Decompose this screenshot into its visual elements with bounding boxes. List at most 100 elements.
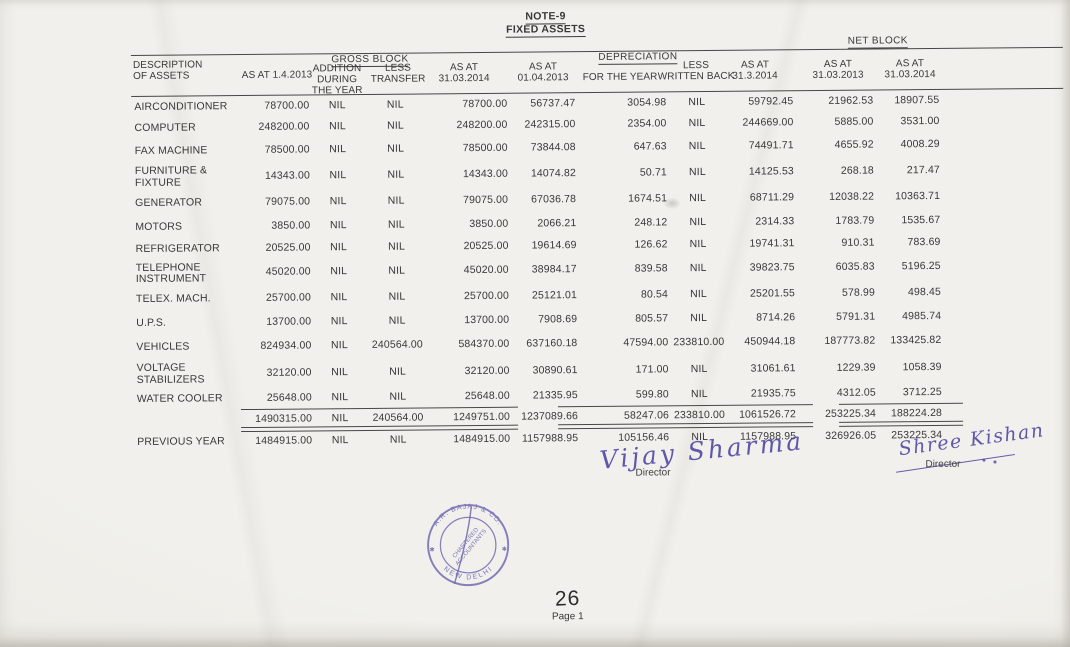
table-cell: 25121.01	[531, 288, 578, 302]
table-cell: NIL	[689, 238, 707, 251]
table-cell: 1484915.00	[453, 432, 511, 446]
table-cell: 12038.22	[829, 190, 875, 204]
column-header: AS AT 31.03.2014	[884, 58, 936, 81]
table-cell: 578.99	[841, 286, 876, 299]
table-cell: 6035.83	[835, 260, 875, 274]
table-cell: 1783.79	[835, 214, 875, 228]
table-header-top-rule	[130, 46, 1063, 57]
column-header: AS AT 31.03.2014	[438, 61, 490, 85]
table-cell: 1535.67	[901, 214, 941, 227]
table-cell: 31061.61	[750, 361, 796, 375]
stamp-inner-circle	[439, 516, 497, 574]
table-cell: 45020.00	[265, 265, 311, 279]
table-cell: 910.31	[841, 236, 875, 250]
table-cell: VEHICLES	[136, 340, 190, 354]
table-cell: COMPUTER	[134, 121, 196, 135]
table-cell: NIL	[388, 240, 405, 254]
table-cell: FAX MACHINE	[134, 144, 208, 158]
table-cell: 253225.34	[824, 407, 877, 421]
table-cell: 4312.05	[836, 386, 876, 399]
table-cell: 13700.00	[266, 315, 312, 328]
table-cell: NIL	[386, 98, 404, 112]
table-cell: 8714.26	[756, 310, 796, 324]
table-cell: 3712.25	[902, 385, 942, 399]
table-cell: 2354.00	[627, 117, 667, 130]
table-cell: 233810.00	[673, 409, 726, 422]
table-cell: NIL	[330, 241, 347, 254]
table-cell: 2066.21	[537, 217, 577, 230]
stamp-city: NEW DELHI	[442, 565, 495, 581]
table-cell: REFRIGERATOR	[135, 242, 220, 256]
table-cell: NIL	[387, 142, 405, 156]
table-cell: 248.12	[634, 216, 668, 229]
table-cell: NIL	[330, 314, 348, 328]
table-cell: 73844.08	[530, 141, 576, 154]
table-cell: NIL	[331, 412, 349, 425]
table-cell: 10363.71	[895, 190, 941, 203]
table-cell: 326926.05	[825, 429, 877, 443]
table-cell: NIL	[329, 195, 347, 208]
table-cell: PREVIOUS YEAR	[137, 435, 225, 449]
table-cell: 30890.61	[532, 363, 578, 377]
table-cell: NIL	[330, 339, 348, 352]
table-cell: 47594.00	[623, 336, 669, 349]
table-cell: 188224.28	[890, 407, 943, 420]
table-cell: NIL	[387, 194, 405, 208]
director-label-1: Director	[635, 467, 671, 479]
page-label: Page 1	[551, 611, 584, 623]
table-cell: 14343.00	[462, 167, 508, 180]
table-cell: 805.57	[635, 312, 669, 325]
group-header-net-block: NET BLOCK	[847, 35, 908, 49]
table-cell: 217.47	[906, 163, 940, 176]
table-cell: 78500.00	[462, 141, 508, 155]
table-cell: 3054.98	[627, 96, 667, 109]
table-cell: WATER COOLER	[136, 391, 223, 405]
table-cell: 248200.00	[456, 118, 508, 132]
table-cell: 79075.00	[463, 193, 509, 207]
table-cell: NIL	[328, 99, 346, 112]
table-cell: NIL	[689, 262, 707, 275]
stamp-outer-circle	[427, 504, 510, 587]
table-cell: NIL	[690, 387, 708, 400]
table-cell: NIL	[329, 120, 346, 133]
table-cell: NIL	[387, 168, 405, 181]
table-cell: 19614.69	[531, 239, 577, 252]
table-cell: 1249751.00	[453, 410, 511, 424]
table-cell: 13700.00	[464, 313, 510, 326]
table-cell: 45020.00	[463, 263, 509, 277]
table-cell: 21335.95	[532, 388, 578, 402]
table-cell: 20525.00	[463, 239, 509, 253]
table-cell: 38984.17	[531, 263, 577, 276]
table-cell: 4985.74	[902, 309, 942, 323]
table-cell: 1484915.00	[255, 434, 313, 448]
table-cell: NIL	[387, 218, 405, 232]
table-cell: 5196.25	[901, 260, 941, 273]
table-cell: NIL	[689, 216, 707, 229]
column-header: LESS WRITTEN BACK	[657, 59, 735, 83]
column-header: FOR THE YEAR	[582, 71, 658, 84]
table-cell: 599.80	[635, 388, 669, 401]
table-cell: NIL	[331, 390, 349, 404]
handwritten-page-number: 26	[554, 586, 581, 611]
table-cell: 647.63	[633, 140, 667, 153]
table-cell: 78500.00	[264, 143, 310, 157]
table-cell: 1229.39	[836, 361, 876, 374]
stamp-firm-name: A.R. BAJAJ & CO.	[432, 503, 503, 527]
table-cell: 450944.18	[744, 335, 796, 348]
table-cell: 14125.53	[748, 164, 794, 178]
table-cell: 3850.00	[469, 217, 509, 231]
table-cell: 25648.00	[266, 391, 312, 404]
svg-text:NEW DELHI: NEW DELHI	[442, 565, 495, 581]
table-cell: NIL	[389, 365, 407, 378]
table-cell: NIL	[690, 287, 707, 300]
table-cell: 2314.33	[755, 215, 795, 228]
table-cell: NIL	[388, 264, 406, 278]
column-header: AS AT 1.4.2013	[241, 69, 313, 82]
table-cell: 4008.29	[900, 138, 940, 151]
table-cell: 39823.75	[749, 261, 795, 274]
table-cell: 14343.00	[264, 169, 310, 182]
table-cell: TELEX. MACH.	[135, 292, 211, 305]
column-header: DESCRIPTION OF ASSETS	[132, 59, 203, 82]
table-cell: NIL	[688, 117, 706, 130]
